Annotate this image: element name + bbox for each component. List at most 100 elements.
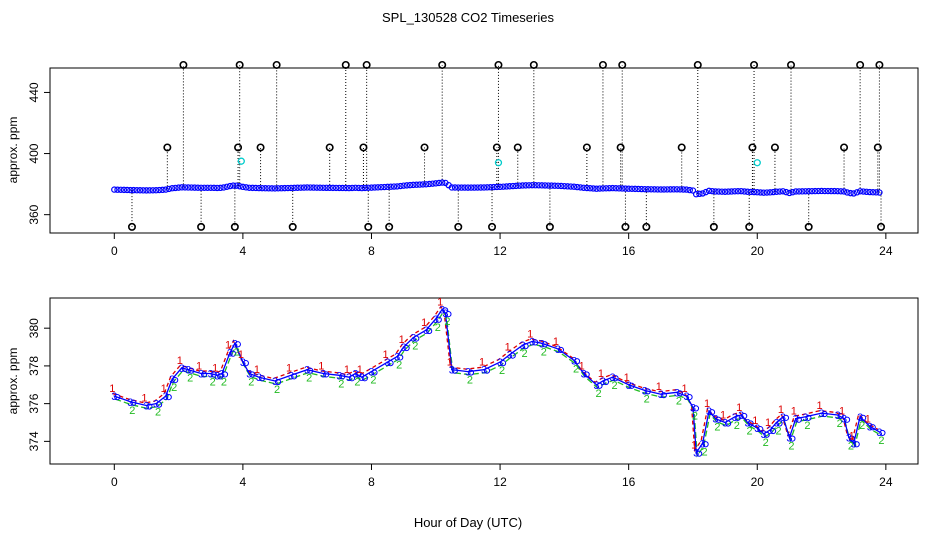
baseline-point (426, 180, 433, 188)
series-3-point (776, 420, 783, 427)
bottom-plot-frame (49, 297, 919, 465)
series-2-marker: 2 (692, 410, 698, 422)
baseline-point (117, 186, 124, 193)
spike-point-low (230, 222, 239, 231)
baseline-point (651, 186, 658, 193)
baseline-point (365, 184, 372, 191)
baseline-point (271, 185, 279, 192)
baseline-point (284, 184, 292, 192)
baseline-point (689, 187, 697, 194)
series-3-point (467, 369, 475, 376)
baseline-point (644, 186, 652, 193)
series-3-point (869, 424, 876, 431)
baseline-point (352, 184, 359, 191)
baseline-point (876, 189, 883, 196)
baseline-point (455, 184, 462, 191)
baseline-point (776, 188, 783, 195)
series-2-marker: 2 (248, 376, 254, 388)
baseline-point (680, 186, 687, 193)
spike-point-low (488, 222, 497, 231)
baseline-point (451, 184, 459, 191)
series-1-marker: 1 (624, 372, 630, 384)
baseline-point (545, 182, 552, 189)
series-3-point (782, 414, 790, 421)
series-1-marker: 1 (736, 402, 742, 414)
baseline-point (297, 184, 304, 191)
series-2-marker: 2 (734, 420, 740, 432)
baseline-point (255, 184, 263, 192)
series-3-point (660, 392, 667, 399)
series-2-marker: 2 (612, 380, 618, 392)
baseline-point (692, 190, 700, 198)
baseline-point (647, 186, 655, 193)
baseline-point (737, 187, 745, 195)
series-3-point (848, 435, 855, 442)
baseline-point (381, 183, 388, 191)
series-3-point (692, 405, 700, 412)
series-1-marker: 1 (681, 383, 687, 395)
baseline-point (705, 187, 713, 195)
series-1-marker: 1 (778, 404, 784, 416)
baseline-point (496, 183, 504, 191)
baseline-point (760, 189, 767, 196)
bottom-y-axis-label: approx. ppm (6, 348, 20, 415)
baseline-point (831, 187, 838, 195)
series-3-point (442, 307, 449, 314)
spike-point-high (256, 143, 265, 152)
baseline-point (635, 185, 642, 193)
spike-point-high (235, 60, 244, 69)
baseline-point (734, 188, 742, 195)
baseline-point (840, 188, 848, 195)
baseline-point (490, 183, 497, 191)
series-3-point (348, 375, 356, 382)
baseline-point (609, 184, 616, 192)
baseline-point (673, 186, 681, 193)
spike-point-high (856, 60, 865, 69)
series-3-point (596, 382, 603, 389)
baseline-point (811, 187, 819, 195)
baseline-point (541, 182, 549, 189)
baseline-point (152, 187, 160, 194)
baseline-point (252, 184, 259, 192)
baseline-point (596, 185, 603, 192)
baseline-point (397, 182, 404, 190)
baseline-point (310, 184, 317, 191)
series-3-point (397, 354, 404, 361)
baseline-point (593, 185, 600, 192)
baseline-point (779, 188, 787, 195)
series-2-marker: 2 (412, 341, 418, 353)
series-3-point (445, 310, 452, 318)
spike-point-high (598, 60, 607, 69)
baseline-point (856, 188, 864, 195)
baseline-point (323, 184, 330, 192)
series-3-point (221, 371, 229, 378)
series-3-point (509, 352, 516, 359)
series-3-point (387, 360, 394, 367)
series-3-point (747, 420, 754, 427)
spike-point-low (197, 222, 206, 231)
series-2-marker: 2 (354, 376, 360, 388)
series-2-marker: 2 (676, 395, 682, 407)
spike-point-high (750, 60, 759, 69)
spike-point-high (325, 143, 334, 152)
baseline-point (419, 181, 427, 188)
baseline-point (699, 190, 706, 197)
reference-point (237, 157, 245, 165)
baseline-point (197, 184, 205, 191)
series-2-marker: 2 (444, 316, 450, 328)
baseline-point (512, 182, 520, 190)
baseline-point (763, 189, 771, 196)
series-1-marker: 1 (437, 296, 443, 308)
baseline-point (557, 182, 565, 190)
baseline-point (782, 188, 790, 196)
baseline-point (869, 189, 877, 196)
series-1-marker: 1 (720, 410, 726, 422)
series-3-point (188, 367, 195, 374)
baseline-point (683, 186, 690, 193)
spike-point-low (877, 222, 886, 231)
baseline-point (432, 180, 439, 187)
series-3-point (708, 409, 716, 416)
series-3-point (757, 426, 764, 433)
top-x-tick-label: 12 (493, 244, 507, 258)
series-3-point (274, 378, 282, 386)
